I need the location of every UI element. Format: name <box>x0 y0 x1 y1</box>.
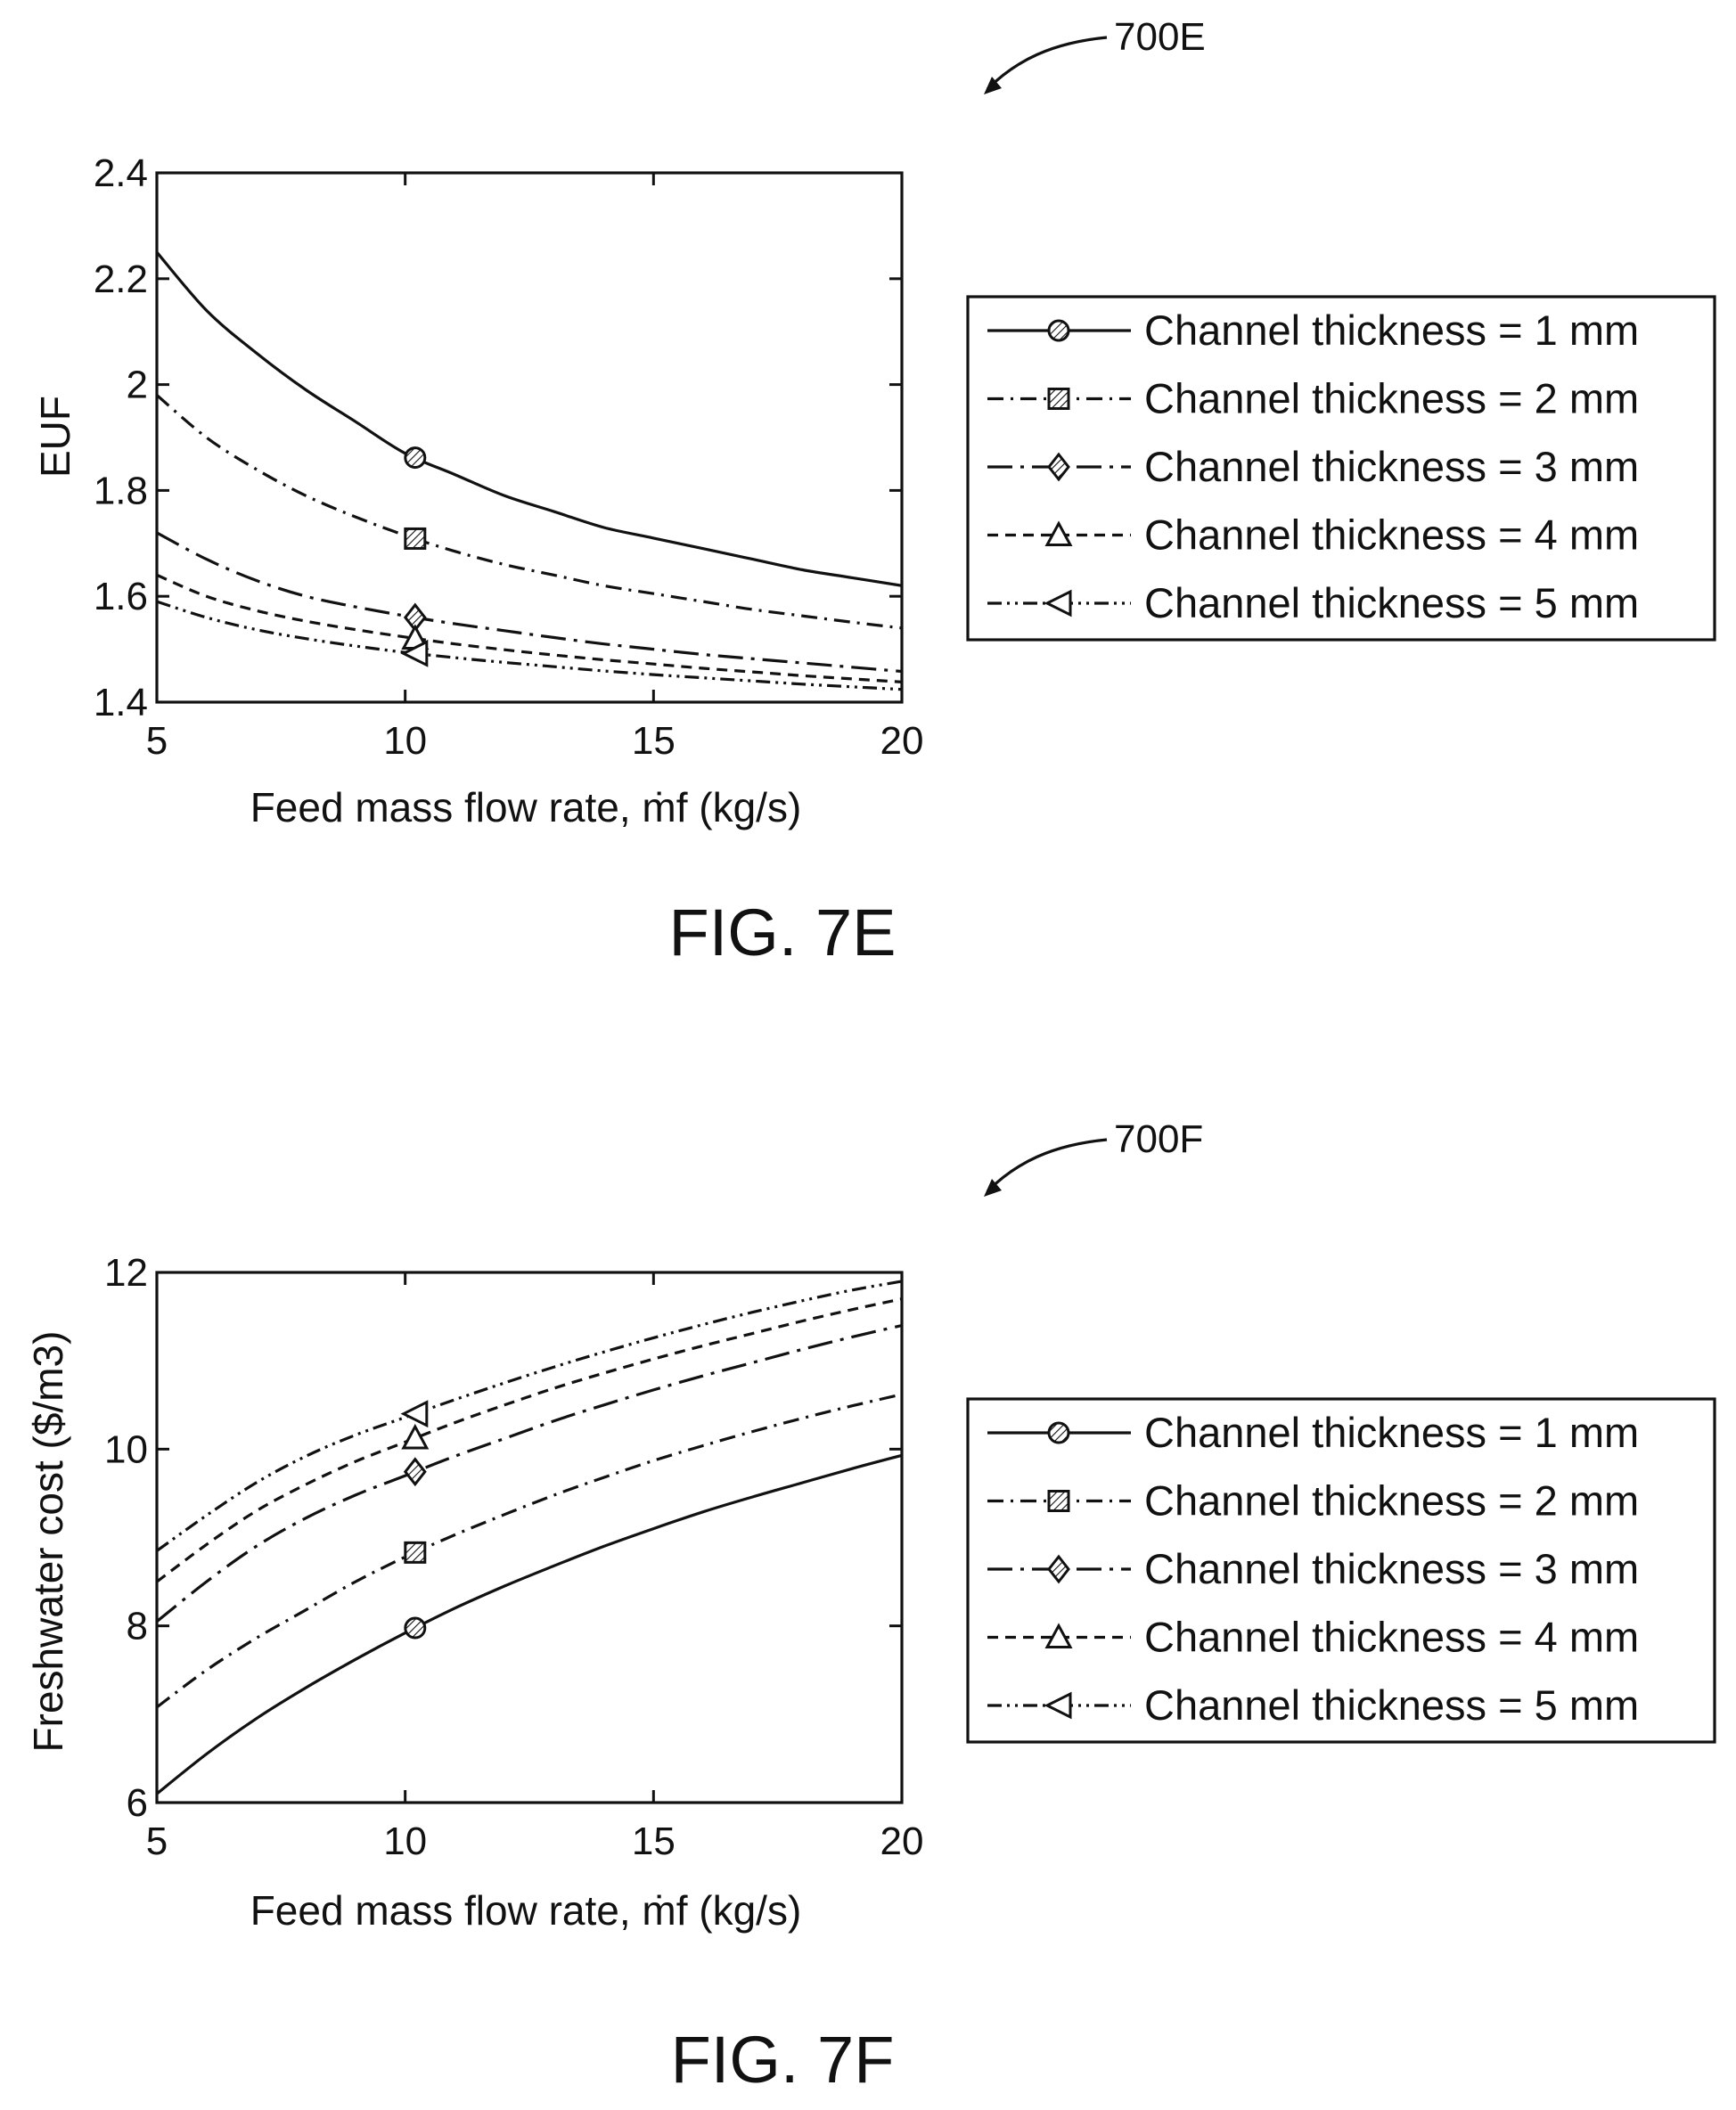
x-tick-label: 20 <box>880 1820 924 1863</box>
series-marker-1mm-circle-marker-icon <box>404 1616 427 1640</box>
series-marker-1mm-circle-marker-icon <box>404 446 427 470</box>
ref-arrow-700f <box>986 1138 1108 1193</box>
legend-label-3mm: Channel thickness = 3 mm <box>1144 443 1639 490</box>
series-marker-4mm-triangle-up-marker-icon <box>401 1423 430 1450</box>
x-tick-label: 20 <box>880 719 924 763</box>
legend-label-4mm: Channel thickness = 4 mm <box>1144 511 1639 559</box>
series-line-3mm <box>157 1323 902 1623</box>
x-tick-label: 10 <box>383 1820 427 1863</box>
legend-square-marker-icon <box>1047 388 1070 410</box>
x-tick-label: 5 <box>146 719 168 763</box>
x-axis-title-freshwater-cost: Feed mass flow rate, ṁf (kg/s) <box>250 1887 802 1934</box>
series-line-1mm <box>157 251 902 587</box>
legend-diamond-marker-icon <box>1047 452 1070 482</box>
legend-entries-euf: Channel thickness = 1 mm Channel thicknes… <box>987 307 1639 626</box>
y-tick-label: 12 <box>104 1251 148 1295</box>
series-line-2mm <box>157 394 902 630</box>
series-line-5mm <box>157 1280 902 1552</box>
ref-label-700f: 700F <box>1114 1117 1203 1161</box>
legend-label-5mm: Channel thickness = 5 mm <box>1144 579 1639 626</box>
ref-label-700e: 700E <box>1114 15 1206 59</box>
x-axis-title-euf: Feed mass flow rate, ṁf (kg/s) <box>250 784 802 830</box>
ref-arrowhead-700f <box>984 1179 1002 1197</box>
x-tick-label: 15 <box>632 1820 676 1863</box>
legend-triangle-left-marker-icon <box>1044 589 1072 617</box>
y-tick-label: 2.4 <box>94 151 148 195</box>
legend-label-2mm: Channel thickness = 2 mm <box>1144 375 1639 422</box>
plot-area-euf: 5 10 15 20 1.4 1.6 1.8 2 2.2 2.4 <box>94 151 924 763</box>
series-marker-5mm-triangle-left-marker-icon <box>400 1400 429 1428</box>
legend-circle-marker-icon <box>1047 319 1070 342</box>
y-tick-label: 1.8 <box>94 469 148 512</box>
y-tick-label: 2.2 <box>94 258 148 301</box>
legend-label-3mm: Channel thickness = 3 mm <box>1144 1545 1639 1592</box>
y-axis-title-euf: EUF <box>32 396 78 478</box>
legend-euf: Channel thickness = 1 mm Channel thicknes… <box>966 295 1716 642</box>
legend-label-2mm: Channel thickness = 2 mm <box>1144 1477 1639 1525</box>
x-tick-label: 5 <box>146 1820 168 1863</box>
series-line-5mm <box>157 600 902 691</box>
series-line-1mm <box>157 1453 902 1795</box>
legend-entries-freshwater-cost: Channel thickness = 1 mm Channel thicknes… <box>987 1409 1639 1729</box>
x-tick-label: 10 <box>383 719 427 763</box>
series-line-4mm <box>157 573 902 683</box>
legend-triangle-up-marker-icon <box>1044 1623 1073 1648</box>
series-marker-3mm-diamond-marker-icon <box>403 1457 427 1487</box>
series-marker-2mm-square-marker-icon <box>404 1541 427 1564</box>
series-line-3mm <box>157 531 902 674</box>
y-tick-label: 10 <box>104 1427 148 1471</box>
figure-label-7f: FIG. 7F <box>671 2023 895 2097</box>
legend-label-5mm: Channel thickness = 5 mm <box>1144 1681 1639 1729</box>
series-line-2mm <box>157 1393 902 1709</box>
x-tick-label: 15 <box>632 719 676 763</box>
legend-triangle-up-marker-icon <box>1044 520 1073 546</box>
plot-area-freshwater-cost: 5 10 15 20 6 8 10 12 <box>104 1251 923 1863</box>
series-marker-5mm-triangle-left-marker-icon <box>400 639 429 667</box>
y-tick-label: 2 <box>127 364 148 407</box>
legend-label-4mm: Channel thickness = 4 mm <box>1144 1614 1639 1661</box>
y-tick-label: 1.4 <box>94 681 148 724</box>
y-axis-title-freshwater-cost: Freshwater cost ($/m3) <box>25 1331 71 1753</box>
legend-label-1mm: Channel thickness = 1 mm <box>1144 307 1639 354</box>
legend-diamond-marker-icon <box>1047 1554 1070 1584</box>
plot-frame <box>155 1271 904 1804</box>
plot-frame <box>155 171 904 704</box>
series-line-4mm <box>157 1297 902 1583</box>
figure-7f: 700F 5 10 15 20 6 8 10 12 Freshwater cost ($/m3… <box>25 1117 1716 2097</box>
legend-label-1mm: Channel thickness = 1 mm <box>1144 1409 1639 1456</box>
ref-arrowhead-700e <box>984 77 1002 94</box>
legend-freshwater-cost: Channel thickness = 1 mm Channel thicknes… <box>966 1397 1716 1744</box>
figure-label-7e: FIG. 7E <box>669 896 897 969</box>
series-marker-2mm-square-marker-icon <box>404 527 427 550</box>
legend-circle-marker-icon <box>1047 1421 1070 1444</box>
y-tick-label: 8 <box>127 1605 148 1648</box>
legend-square-marker-icon <box>1047 1490 1070 1512</box>
y-tick-label: 1.6 <box>94 575 148 618</box>
legend-triangle-left-marker-icon <box>1044 1691 1072 1720</box>
ref-arrow-700e <box>986 36 1108 91</box>
y-tick-label: 6 <box>127 1781 148 1825</box>
figure-7e: 700E 5 10 15 20 1.4 1.6 1.8 2 2.2 2.4 EUF Feed ma… <box>32 15 1716 969</box>
